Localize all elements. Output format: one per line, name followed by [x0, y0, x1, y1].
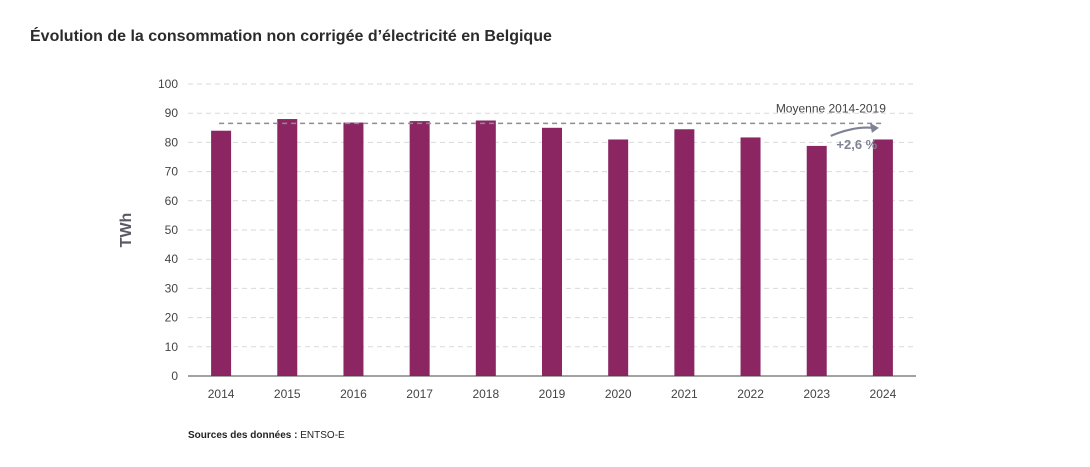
bars [211, 119, 893, 376]
x-tick-label: 2014 [208, 387, 235, 401]
x-tick-label: 2015 [274, 387, 301, 401]
y-tick-label: 90 [165, 106, 179, 120]
y-tick-label: 70 [165, 165, 179, 179]
chart-title: Évolution de la consommation non corrigé… [30, 28, 552, 45]
x-tick-label: 2019 [539, 387, 566, 401]
y-tick-label: 40 [165, 252, 179, 266]
trend-arrow-icon [830, 126, 874, 137]
bar-2024 [872, 139, 893, 376]
bar-2021 [674, 129, 695, 376]
average-line-label: Moyenne 2014-2019 [776, 101, 886, 115]
x-tick-label: 2017 [406, 387, 433, 401]
y-tick-label: 100 [158, 77, 178, 91]
x-tick-label: 2021 [671, 387, 698, 401]
y-tick-label: 80 [165, 135, 179, 149]
source-note: Sources des données : ENTSO-E [188, 430, 345, 441]
y-axis-label: TWh [118, 213, 135, 248]
x-tick-label: 2020 [605, 387, 632, 401]
x-tick-label: 2024 [870, 387, 897, 401]
x-tick-label: 2016 [340, 387, 367, 401]
y-tick-label: 0 [171, 369, 178, 383]
bar-2016 [343, 122, 364, 376]
x-tick-label: 2023 [803, 387, 830, 401]
y-tick-label: 20 [165, 311, 179, 325]
y-tick-label: 10 [165, 340, 179, 354]
x-axis-ticks: 2014 2015 2016 2017 2018 2019 2020 2021 2022 2023… [208, 387, 897, 401]
arrow-head-icon [869, 122, 879, 133]
x-tick-label: 2018 [472, 387, 499, 401]
bar-2023 [806, 145, 827, 376]
bar-2018 [475, 120, 496, 376]
bar-2022 [740, 137, 761, 376]
bar-2019 [542, 127, 562, 376]
y-tick-label: 60 [165, 194, 179, 208]
y-tick-label: 30 [165, 281, 179, 295]
bar-2015 [277, 119, 298, 376]
y-axis-ticks: 0 10 20 30 40 50 60 70 80 90 100 [158, 77, 178, 383]
source-value: ENTSO-E [300, 430, 345, 441]
x-tick-label: 2022 [737, 387, 764, 401]
bar-2020 [608, 139, 629, 376]
source-label: Sources des données : [188, 430, 298, 441]
y-tick-label: 50 [165, 223, 179, 237]
bar-2014 [211, 130, 232, 376]
change-annotation: +2,6 % [836, 137, 877, 152]
bar-2017 [409, 121, 430, 376]
